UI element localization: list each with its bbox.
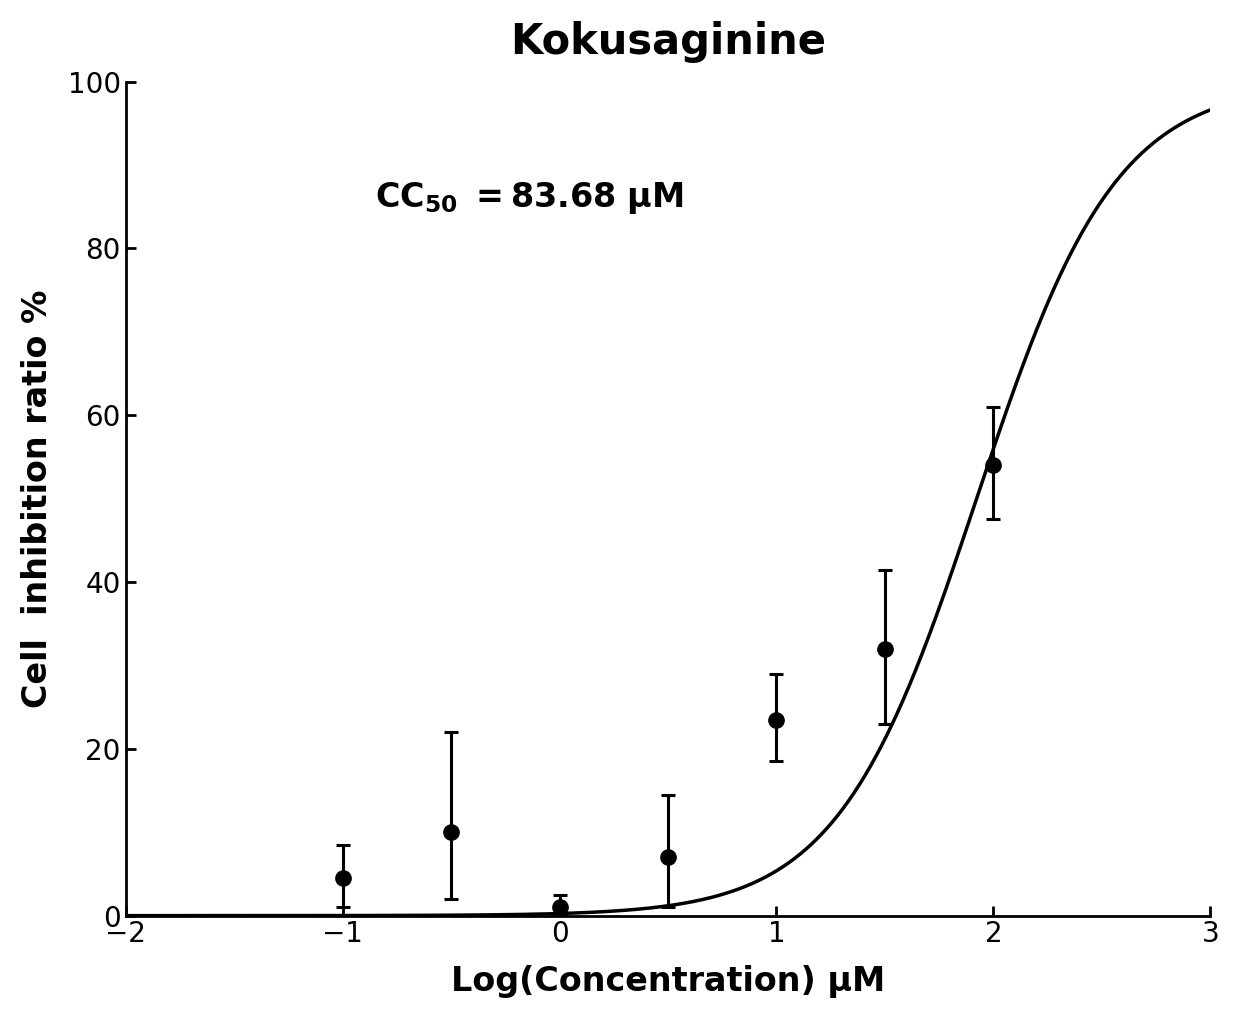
Text: $\mathbf{CC_{50}}$ $\mathbf{= 83.68\ \mu M}$: $\mathbf{CC_{50}}$ $\mathbf{= 83.68\ \mu… (376, 179, 683, 216)
X-axis label: Log(Concentration) μM: Log(Concentration) μM (451, 965, 885, 999)
Title: Kokusaginine: Kokusaginine (510, 20, 826, 63)
Y-axis label: Cell  inhibition ratio %: Cell inhibition ratio % (21, 289, 53, 708)
